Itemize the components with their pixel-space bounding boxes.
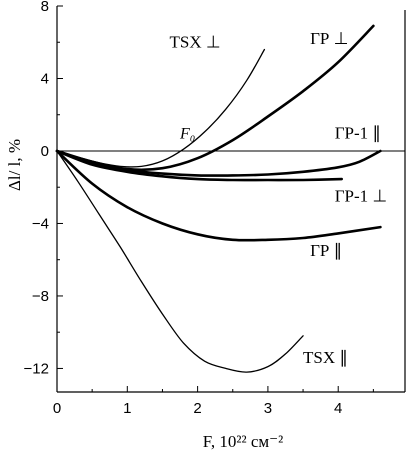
x-tick-label: 0 (53, 400, 61, 417)
series-labels: TSX ⊥ ГР ⊥ ГР-1 ∥ ГР-1 ⊥ ГР ∥ TSX ∥ (169, 29, 387, 367)
ticks: 0 1 2 3 4 8 4 0 −4 −8 −12 (24, 0, 374, 417)
axes (56, 6, 406, 393)
series-3-label: ГР-1 ∥ (335, 123, 381, 142)
series-6-label: TSX ∥ (303, 348, 348, 367)
series-3-line (55, 149, 382, 177)
series-4-label: ГР-1 ⊥ (335, 187, 388, 206)
y-tick-label: −4 (32, 215, 49, 232)
series (55, 24, 382, 373)
series-6-line (56, 150, 304, 373)
y-axis-title: Δl/ l, % (5, 139, 24, 191)
series-1-line (56, 48, 266, 168)
x-tick-label: 2 (193, 400, 201, 417)
x-tick-label: 3 (264, 400, 272, 417)
series-5-label: ГР ∥ (310, 241, 342, 260)
f0-annotation: F₀ (179, 125, 195, 142)
series-5-line (55, 149, 382, 242)
series-2-label: ГР ⊥ (310, 29, 348, 48)
x-tick-label: 4 (334, 400, 342, 417)
y-tick-label: −12 (24, 360, 49, 377)
series-1-label: TSX ⊥ (169, 33, 220, 52)
x-tick-label: 1 (123, 400, 131, 417)
y-tick-label: 8 (41, 0, 49, 15)
y-tick-label: 0 (41, 143, 49, 160)
x-axis-title: F, 10²² см⁻² (203, 432, 283, 451)
y-tick-label: −8 (32, 288, 49, 305)
y-tick-label: 4 (41, 70, 49, 87)
series-4-line (55, 149, 343, 182)
